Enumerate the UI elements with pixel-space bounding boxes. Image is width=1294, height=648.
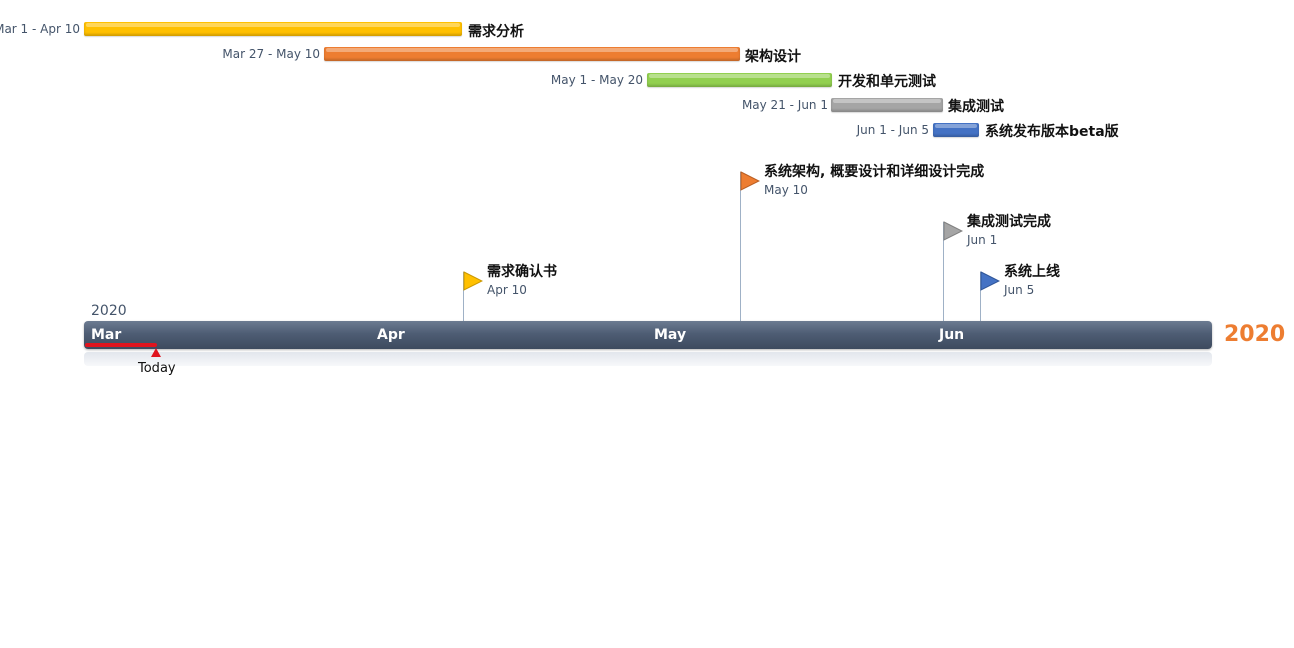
today-marker-icon[interactable]: [151, 348, 161, 357]
flag-icon: [740, 171, 760, 191]
milestone-date: May 10: [764, 183, 808, 197]
task-date: May 21 - Jun 1: [741, 98, 828, 112]
timeline-band: [84, 321, 1212, 349]
milestone-title: 集成测试完成: [967, 214, 1051, 230]
month-label-apr: Apr: [377, 327, 405, 343]
milestone-line: [943, 222, 944, 321]
task-date: Jun 1 - Jun 5: [856, 123, 929, 137]
month-label-mar: Mar: [91, 327, 122, 343]
milestone-line: [740, 172, 741, 321]
task-bar[interactable]: [831, 98, 943, 112]
task-bar[interactable]: [324, 47, 740, 61]
start-year-label: 2020: [91, 303, 127, 319]
today-label: Today: [138, 361, 176, 376]
timeline-reflection: [84, 352, 1212, 366]
today-progress-bar: [85, 343, 157, 347]
task-date: Mar 1 - Apr 10: [0, 22, 80, 36]
milestone-line: [980, 272, 981, 321]
milestone-date: Apr 10: [487, 283, 527, 297]
milestone-date: Jun 5: [1004, 283, 1035, 297]
flag-icon: [943, 221, 963, 241]
milestone-line: [463, 272, 464, 321]
month-label-jun: Jun: [939, 327, 965, 343]
task-bar[interactable]: [647, 73, 832, 87]
task-bar[interactable]: [84, 22, 462, 36]
task-name: 开发和单元测试: [838, 74, 936, 90]
task-name: 架构设计: [745, 49, 801, 65]
task-date: Mar 27 - May 10: [222, 47, 320, 61]
milestone-title: 系统上线: [1004, 264, 1060, 280]
task-name: 系统发布版本beta版: [985, 124, 1119, 140]
month-label-may: May: [654, 327, 687, 343]
flag-icon: [980, 271, 1000, 291]
flag-icon: [463, 271, 483, 291]
task-bar[interactable]: [933, 123, 979, 137]
end-year-label: 2020: [1224, 322, 1286, 347]
task-name: 需求分析: [468, 24, 524, 40]
task-date: May 1 - May 20: [550, 73, 643, 87]
task-name: 集成测试: [948, 99, 1004, 115]
milestone-date: Jun 1: [967, 233, 998, 247]
milestone-title: 需求确认书: [487, 264, 557, 280]
milestone-title: 系统架构, 概要设计和详细设计完成: [764, 164, 985, 180]
